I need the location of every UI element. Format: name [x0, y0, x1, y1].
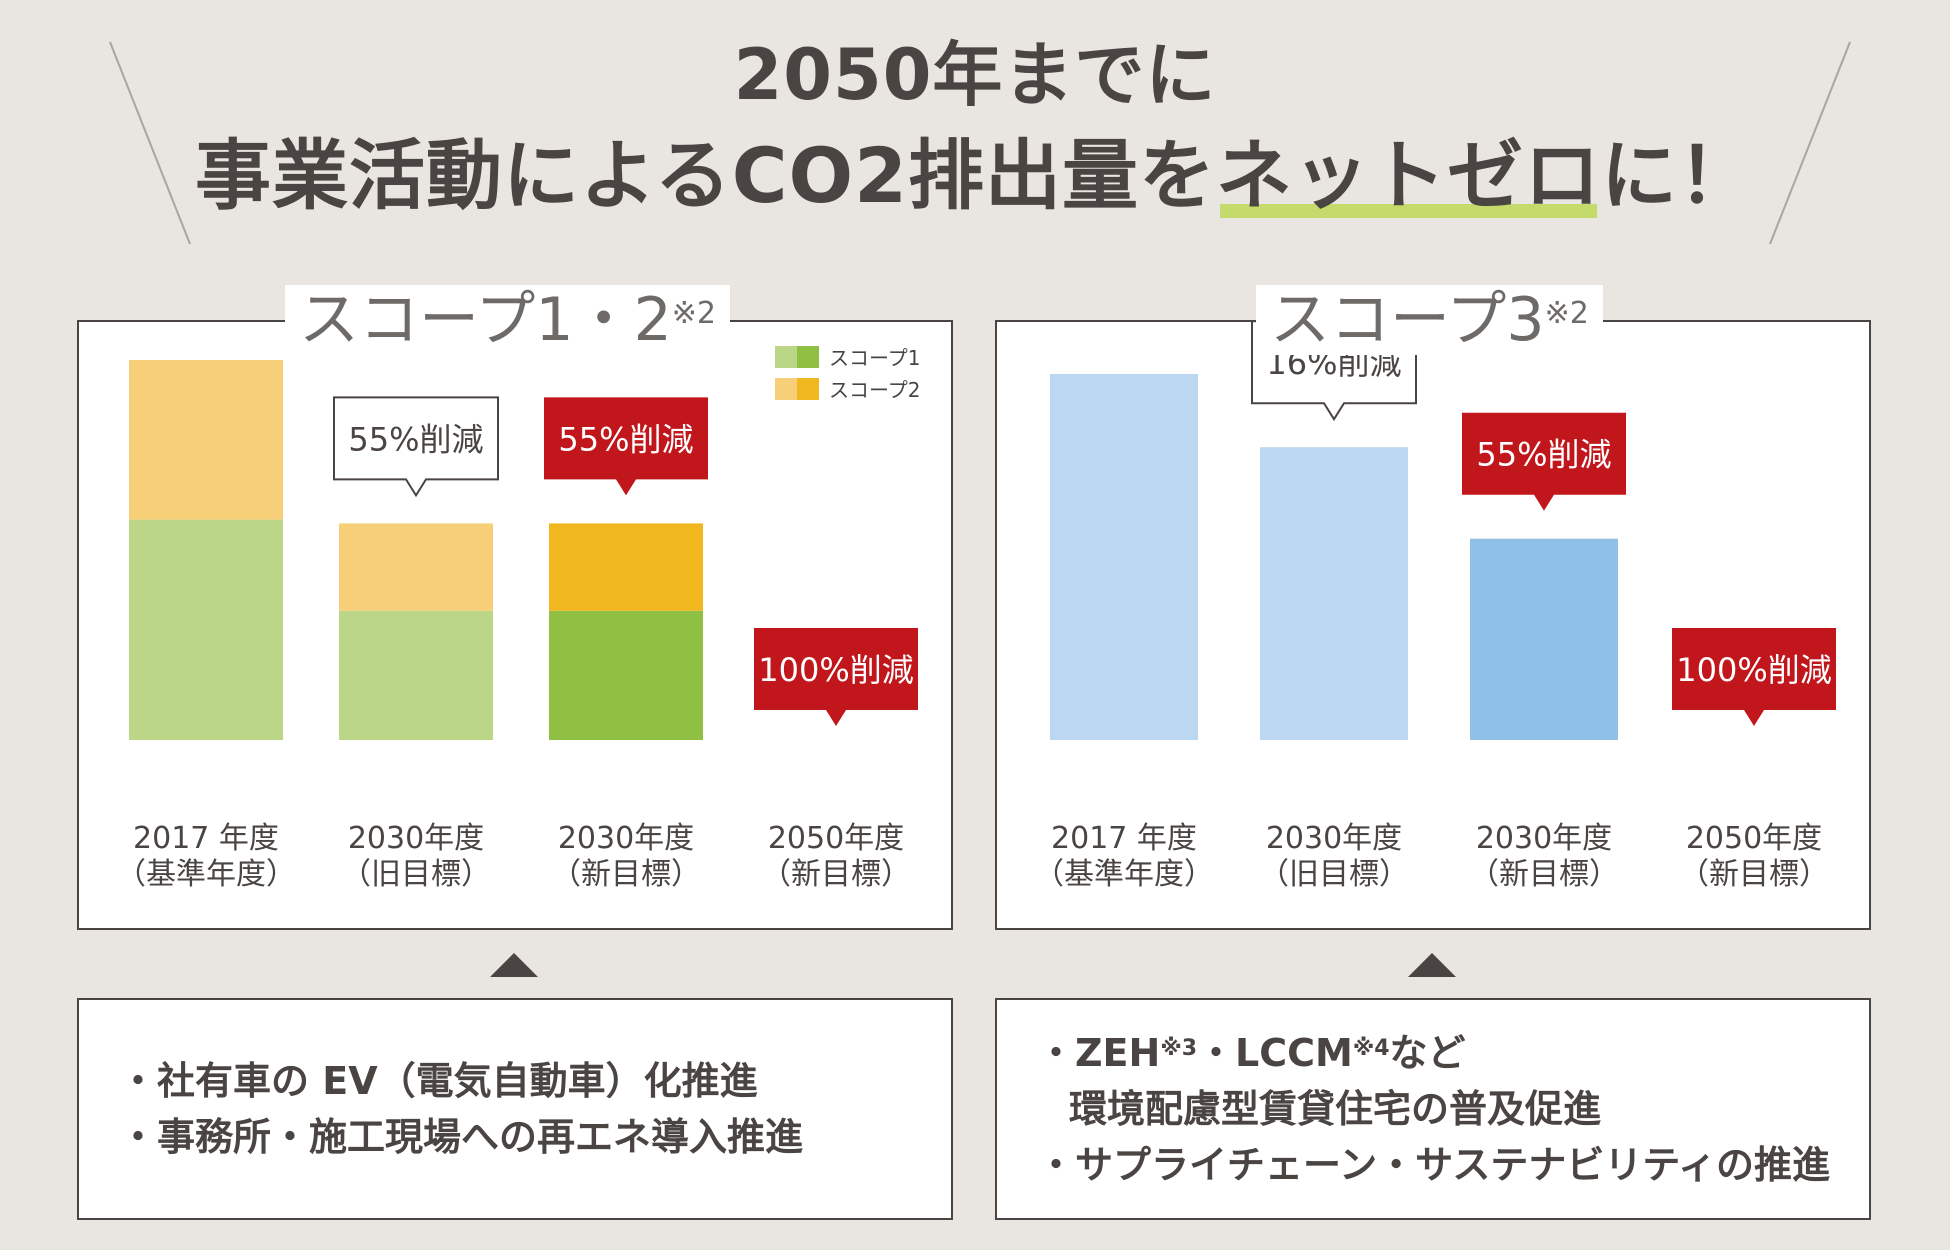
annotation-2-text: 100%削減	[758, 651, 914, 689]
annotation-1: 55%削減	[1462, 412, 1626, 511]
initiative-zeh-lccm: ・ZEH※3・LCCM※4など	[1037, 1028, 1466, 1078]
category-label-2-line2: （新目標）	[1469, 857, 1619, 892]
category-label-3-line2: （新目標）	[1679, 857, 1829, 892]
category-label-1-line1: 2030年度	[1266, 821, 1402, 856]
headline-highlight-netzero: ネットゼロ	[1216, 128, 1601, 224]
headline-line2: 事業活動によるCO2排出量を ネットゼロに！	[0, 128, 1950, 224]
category-label-1-line2: （旧目標）	[341, 857, 491, 892]
annotation-1-text: 55%削減	[1476, 436, 1611, 474]
legend-swatch-1-light	[775, 378, 797, 400]
decorative-diagonal-lines	[109, 41, 1851, 245]
zeh-text: ・ZEH	[1037, 1031, 1161, 1075]
initiative-rental-housing: 環境配慮型賃貸住宅の普及促進	[1069, 1087, 1602, 1131]
scope3-chart-panel: 2017 年度 （基準年度） 2030年度 （旧目標） 2030年度 （新目標） 2050年…	[995, 320, 1871, 930]
bar-スコープ1-0	[129, 519, 283, 740]
annotation-1: 55%削減	[544, 397, 708, 496]
initiative-ev: ・社有車の EV（電気自動車）化推進	[119, 1059, 758, 1103]
lccm-note: ※4	[1352, 1036, 1390, 1061]
scope3-title: スコープ3※2	[1256, 285, 1603, 355]
annotation-2-shape	[1672, 628, 1836, 726]
category-label-0-line1: 2017 年度	[133, 821, 279, 856]
bar-スコープ1-1	[339, 610, 493, 740]
bar-スコープ2-1	[339, 523, 493, 611]
bar-series0-2	[1470, 538, 1618, 740]
annotation-1-shape	[1462, 412, 1626, 511]
scope3-initiatives-box: ・ZEH※3・LCCM※4など 環境配慮型賃貸住宅の普及促進 ・サプライチェーン…	[995, 998, 1871, 1220]
headline-netzero-text: ネットゼロ	[1215, 131, 1601, 220]
scope12-title: スコープ1・2※2	[285, 285, 730, 355]
bar-スコープ1-2	[549, 610, 703, 740]
scope12-chart-panel: 2017 年度 （基準年度） 2030年度 （旧目標） 2030年度 （新目標） 2050年…	[77, 320, 953, 930]
scope12-title-note: ※2	[671, 296, 716, 331]
category-label-0-line2: （基準年度）	[116, 857, 296, 892]
legend-label-0: スコープ1	[829, 346, 921, 370]
zeh-note: ※3	[1160, 1036, 1198, 1061]
bar-series0-1	[1260, 447, 1408, 740]
legend-swatch-0-dark	[797, 346, 819, 368]
annotation-1-shape	[544, 397, 708, 496]
left-up-arrow	[490, 953, 538, 977]
bar-スコープ2-2	[549, 523, 703, 611]
category-label-1-line2: （旧目標）	[1259, 857, 1409, 892]
annotation-1-text: 55%削減	[558, 420, 693, 458]
category-label-0-line1: 2017 年度	[1051, 821, 1197, 856]
legend-swatch-1-dark	[797, 378, 819, 400]
legend-label-1: スコープ2	[829, 378, 921, 402]
headline-line2-main: 事業活動によるCO2排出量を	[195, 131, 1216, 220]
annotation-2-text: 100%削減	[1676, 651, 1832, 689]
lccm-text: ・LCCM	[1197, 1031, 1353, 1075]
scope12-bar-chart: 2017 年度（基準年度）2030年度（旧目標）2030年度（新目標）2050年…	[116, 346, 921, 892]
category-label-3-line2: （新目標）	[761, 857, 911, 892]
scope3-title-note: ※2	[1544, 296, 1589, 331]
scope12-title-text: スコープ1・2	[299, 285, 672, 355]
initiative-supply-chain: ・サプライチェーン・サステナビリティの推進	[1037, 1143, 1831, 1187]
annotation-0: 55%削減	[333, 396, 499, 498]
category-label-3-line1: 2050年度	[768, 821, 904, 856]
bar-series0-0	[1050, 374, 1198, 740]
category-label-2-line1: 2030年度	[1476, 821, 1612, 856]
bar-スコープ2-0	[129, 360, 283, 520]
category-label-1-line1: 2030年度	[348, 821, 484, 856]
headline-line2-end: に！	[1600, 131, 1755, 220]
category-label-3-line1: 2050年度	[1686, 821, 1822, 856]
annotation-2-shape	[754, 628, 918, 726]
annotation-0-text: 55%削減	[348, 420, 483, 458]
nado-text: など	[1389, 1031, 1466, 1075]
right-up-arrow	[1408, 953, 1456, 977]
initiative-renewable: ・事務所・施工現場への再エネ導入推進	[119, 1115, 804, 1159]
scope12-initiatives-box: ・社有車の EV（電気自動車）化推進 ・事務所・施工現場への再エネ導入推進	[77, 998, 953, 1220]
category-label-0-line2: （基準年度）	[1034, 857, 1214, 892]
legend-swatch-0-light	[775, 346, 797, 368]
headline-line1: 2050年までに	[733, 34, 1217, 116]
annotation-2: 100%削減	[754, 628, 918, 726]
scope3-title-text: スコープ3	[1270, 285, 1545, 355]
scope3-bar-chart: 2017 年度（基準年度）2030年度（旧目標）2030年度（新目標）2050年…	[1034, 322, 1836, 892]
annotation-2: 100%削減	[1672, 628, 1836, 726]
category-label-2-line1: 2030年度	[558, 821, 694, 856]
annotation-0-shape	[333, 396, 499, 498]
category-label-2-line2: （新目標）	[551, 857, 701, 892]
